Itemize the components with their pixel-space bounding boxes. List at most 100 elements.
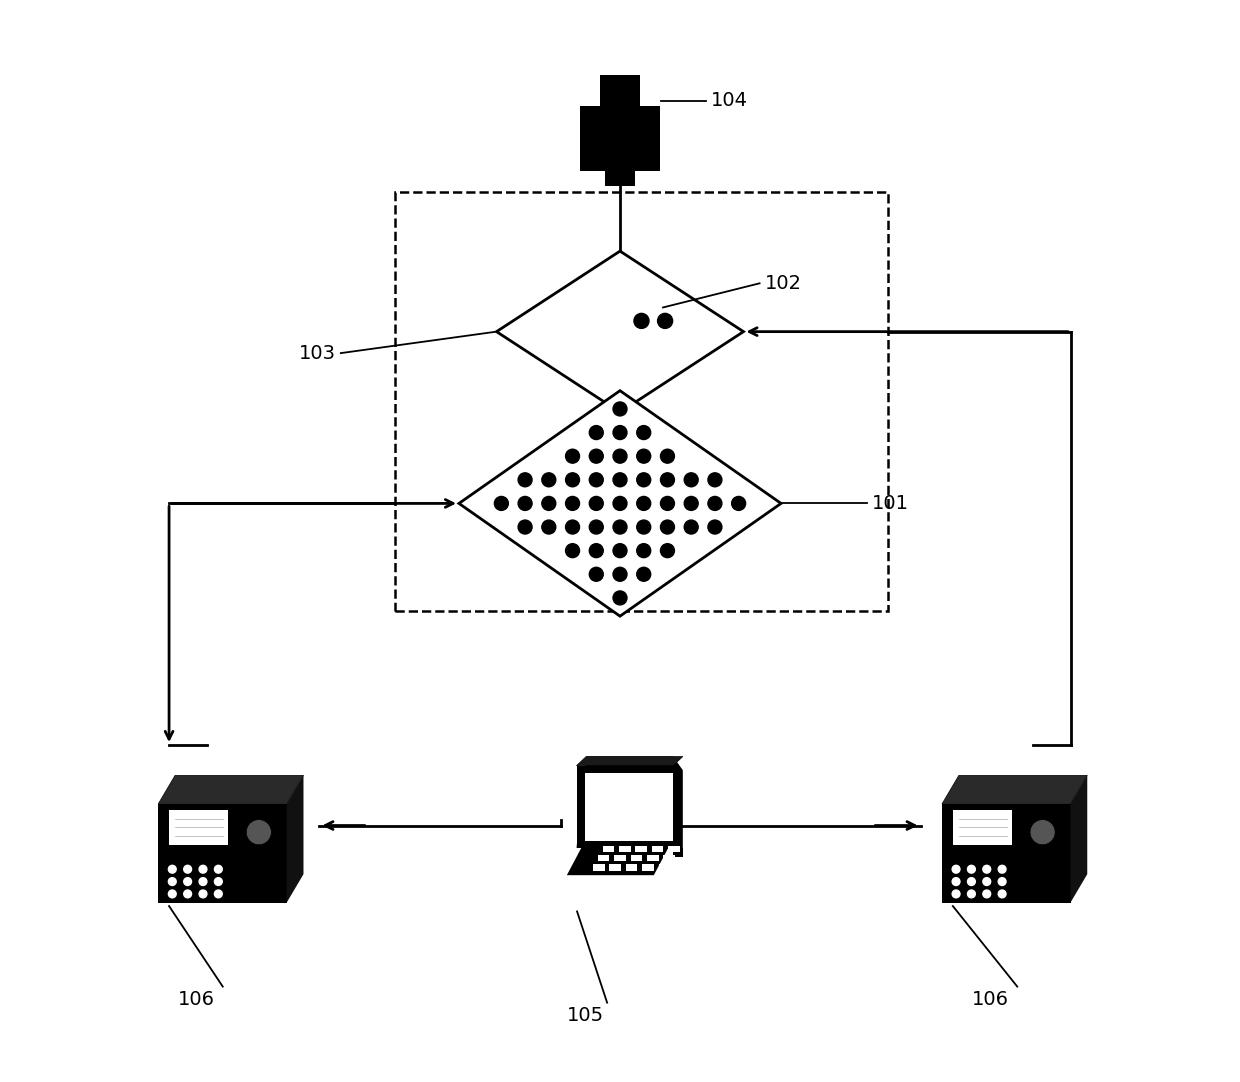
Polygon shape — [577, 766, 673, 848]
Circle shape — [998, 890, 1006, 898]
Polygon shape — [567, 839, 673, 875]
Circle shape — [613, 401, 627, 415]
Polygon shape — [159, 776, 304, 804]
Bar — [614, 855, 626, 861]
Circle shape — [200, 866, 207, 873]
Circle shape — [565, 449, 579, 463]
Circle shape — [613, 520, 627, 535]
Bar — [635, 846, 647, 853]
Polygon shape — [673, 848, 683, 857]
Circle shape — [184, 866, 191, 873]
Circle shape — [542, 497, 556, 511]
Circle shape — [637, 497, 651, 511]
Circle shape — [589, 520, 603, 535]
Circle shape — [247, 820, 272, 845]
Bar — [170, 810, 228, 845]
Circle shape — [634, 314, 649, 329]
Bar — [609, 865, 621, 871]
Circle shape — [998, 878, 1006, 885]
Circle shape — [684, 497, 698, 511]
Text: 102: 102 — [765, 274, 802, 293]
Text: 106: 106 — [972, 990, 1009, 1008]
Bar — [658, 865, 671, 871]
Circle shape — [613, 473, 627, 487]
Circle shape — [589, 567, 603, 581]
Polygon shape — [1070, 776, 1087, 902]
Circle shape — [613, 591, 627, 605]
Polygon shape — [577, 756, 683, 766]
Circle shape — [589, 543, 603, 557]
Bar — [647, 855, 658, 861]
Bar — [954, 810, 1012, 845]
Circle shape — [495, 497, 508, 511]
Circle shape — [661, 543, 675, 557]
Circle shape — [200, 878, 207, 885]
Text: 105: 105 — [567, 1006, 604, 1025]
Circle shape — [967, 878, 976, 885]
Circle shape — [215, 890, 222, 898]
Circle shape — [661, 497, 675, 511]
Circle shape — [565, 520, 579, 535]
Bar — [605, 167, 635, 186]
Circle shape — [637, 567, 651, 581]
Circle shape — [184, 878, 191, 885]
Bar — [598, 855, 609, 861]
Circle shape — [657, 314, 672, 329]
Bar — [585, 773, 673, 842]
Circle shape — [518, 473, 532, 487]
Circle shape — [169, 890, 176, 898]
Polygon shape — [942, 804, 1070, 902]
Circle shape — [637, 425, 651, 439]
Circle shape — [684, 473, 698, 487]
Bar — [668, 846, 680, 853]
Text: 101: 101 — [872, 493, 909, 513]
Text: 106: 106 — [177, 990, 215, 1008]
Polygon shape — [942, 776, 1087, 804]
Bar — [394, 193, 888, 610]
Circle shape — [983, 866, 991, 873]
Circle shape — [215, 878, 222, 885]
Bar — [593, 865, 605, 871]
Circle shape — [708, 497, 722, 511]
Circle shape — [565, 543, 579, 557]
Circle shape — [637, 543, 651, 557]
Circle shape — [613, 543, 627, 557]
Polygon shape — [159, 804, 286, 902]
Circle shape — [542, 520, 556, 535]
Polygon shape — [577, 756, 683, 857]
Circle shape — [613, 497, 627, 511]
Bar — [626, 865, 637, 871]
Circle shape — [169, 878, 176, 885]
Circle shape — [613, 567, 627, 581]
Text: 103: 103 — [299, 344, 336, 362]
Circle shape — [589, 473, 603, 487]
Circle shape — [215, 866, 222, 873]
Circle shape — [169, 866, 176, 873]
Polygon shape — [459, 391, 781, 616]
Text: 104: 104 — [712, 91, 748, 110]
Circle shape — [732, 497, 745, 511]
Circle shape — [967, 890, 976, 898]
Bar — [619, 846, 631, 853]
Bar — [631, 855, 642, 861]
Bar — [580, 106, 660, 171]
Circle shape — [518, 497, 532, 511]
Circle shape — [589, 497, 603, 511]
Circle shape — [708, 473, 722, 487]
Polygon shape — [286, 776, 304, 902]
Bar — [652, 846, 663, 853]
Circle shape — [661, 520, 675, 535]
Circle shape — [983, 878, 991, 885]
Circle shape — [998, 866, 1006, 873]
Circle shape — [637, 473, 651, 487]
Circle shape — [200, 890, 207, 898]
Circle shape — [952, 866, 960, 873]
Bar — [600, 75, 640, 109]
Bar — [663, 855, 675, 861]
Circle shape — [708, 520, 722, 535]
Circle shape — [661, 473, 675, 487]
Circle shape — [637, 520, 651, 535]
Circle shape — [967, 866, 976, 873]
Circle shape — [613, 425, 627, 439]
Circle shape — [1030, 820, 1055, 845]
